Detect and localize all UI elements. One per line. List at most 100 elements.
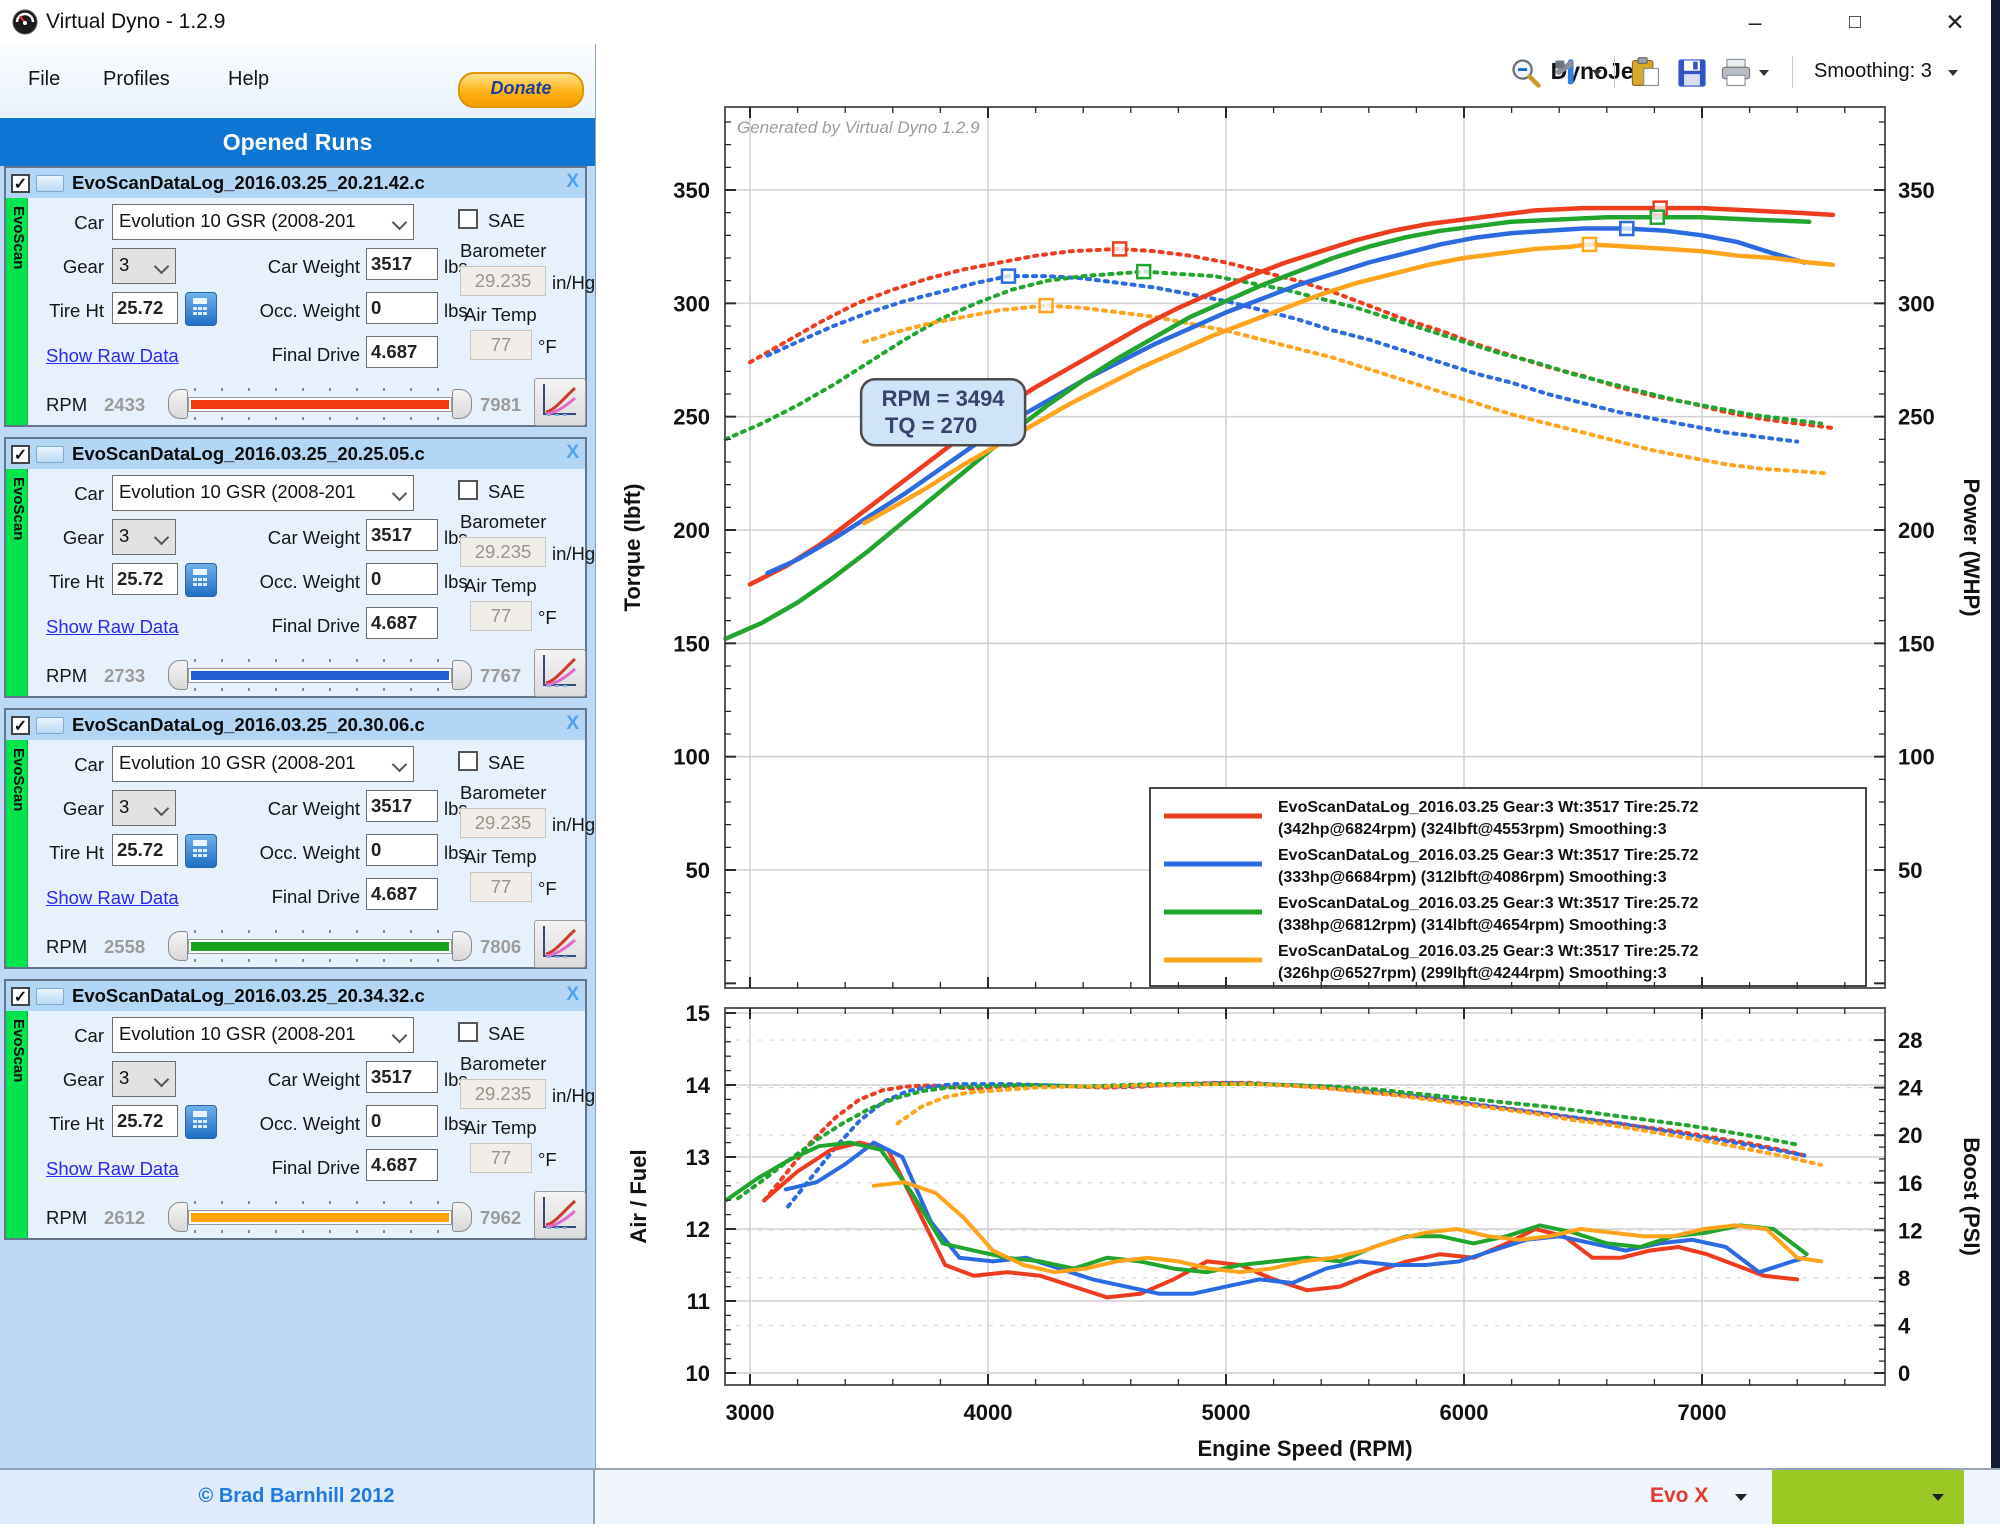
run-enabled-checkbox[interactable]: ✓: [11, 445, 30, 464]
run-chart-button[interactable]: [534, 378, 586, 426]
tools-dropdown-arrow[interactable]: [1592, 70, 1602, 76]
rpm-max-handle[interactable]: [452, 389, 472, 419]
final-drive-input[interactable]: [366, 607, 438, 639]
car-weight-input[interactable]: [366, 1061, 438, 1093]
barometer-input: [460, 537, 546, 567]
car-profile-select[interactable]: Evo X: [1650, 1484, 1708, 1508]
show-raw-data-link[interactable]: Show Raw Data: [46, 345, 179, 367]
rpm-range-bar: [191, 1213, 449, 1222]
zoom-out-icon[interactable]: [1508, 56, 1544, 90]
run-chart-button[interactable]: [534, 920, 586, 968]
evoscan-label: EvoScan: [10, 748, 27, 811]
print-icon[interactable]: [1718, 56, 1754, 90]
print-dropdown-arrow[interactable]: [1759, 70, 1769, 76]
tire-calculator-button[interactable]: [185, 292, 217, 326]
final-drive-input[interactable]: [366, 1149, 438, 1181]
tire-height-input[interactable]: [112, 1105, 178, 1137]
run-enabled-checkbox[interactable]: ✓: [11, 174, 30, 193]
save-icon[interactable]: [1674, 56, 1710, 90]
rpm-min-handle[interactable]: [168, 931, 188, 961]
rpm-range-slider[interactable]: [168, 657, 472, 693]
sae-checkbox[interactable]: [458, 1022, 478, 1042]
afr-tick-label: 12: [686, 1217, 710, 1242]
run-chart-button[interactable]: [534, 1191, 586, 1239]
occupant-weight-input[interactable]: [366, 292, 438, 324]
close-run-button[interactable]: X: [566, 984, 579, 1006]
show-raw-data-link[interactable]: Show Raw Data: [46, 616, 179, 638]
paste-icon[interactable]: [1628, 56, 1664, 90]
rpm-max-handle[interactable]: [452, 1202, 472, 1232]
show-raw-data-link[interactable]: Show Raw Data: [46, 887, 179, 909]
tools-icon[interactable]: [1551, 56, 1587, 90]
car-weight-input[interactable]: [366, 248, 438, 280]
run-enabled-checkbox[interactable]: ✓: [11, 987, 30, 1006]
sae-label: SAE: [488, 752, 525, 774]
car-select[interactable]: Evolution 10 GSR (2008-201: [112, 475, 414, 511]
tire-calculator-button[interactable]: [185, 1105, 217, 1139]
minimize-button[interactable]: –: [1733, 4, 1777, 40]
run-title-bar[interactable]: ✓ EvoScanDataLog_2016.03.25_20.34.32.c X: [6, 981, 585, 1011]
close-button[interactable]: ✕: [1933, 4, 1977, 40]
run-panel: ✓ EvoScanDataLog_2016.03.25_20.21.42.c X…: [4, 166, 587, 427]
afr-boost-plot[interactable]: [725, 1008, 1885, 1385]
car-select[interactable]: Evolution 10 GSR (2008-201: [112, 746, 414, 782]
occupant-weight-input[interactable]: [366, 563, 438, 595]
donate-button[interactable]: Donate: [458, 72, 584, 108]
gear-select[interactable]: 3: [112, 1061, 176, 1097]
sae-checkbox[interactable]: [458, 751, 478, 771]
rpm-range-slider[interactable]: [168, 928, 472, 964]
car-select[interactable]: Evolution 10 GSR (2008-201: [112, 204, 414, 240]
occupant-weight-input[interactable]: [366, 834, 438, 866]
run-title: EvoScanDataLog_2016.03.25_20.30.06.c: [72, 714, 572, 736]
rpm-range-slider[interactable]: [168, 386, 472, 422]
gear-label: Gear: [28, 1069, 104, 1091]
final-drive-input[interactable]: [366, 878, 438, 910]
car-weight-input[interactable]: [366, 790, 438, 822]
menu-file[interactable]: File: [28, 68, 60, 91]
menu-profiles[interactable]: Profiles: [103, 68, 170, 91]
tire-height-input[interactable]: [112, 563, 178, 595]
car-weight-input[interactable]: [366, 519, 438, 551]
tire-calculator-button[interactable]: [185, 563, 217, 597]
car-select[interactable]: Evolution 10 GSR (2008-201: [112, 1017, 414, 1053]
show-raw-data-link[interactable]: Show Raw Data: [46, 1158, 179, 1180]
maximize-button[interactable]: □: [1833, 4, 1877, 40]
gear-select[interactable]: 3: [112, 790, 176, 826]
gear-select[interactable]: 3: [112, 519, 176, 555]
tire-height-input[interactable]: [112, 292, 178, 324]
legend-line1: EvoScanDataLog_2016.03.25 Gear:3 Wt:3517…: [1278, 799, 1698, 816]
close-run-button[interactable]: X: [566, 442, 579, 464]
version-badge[interactable]: Version: 1.2.9: [1772, 1470, 1964, 1524]
torque-axis-title: Torque (lbft): [620, 484, 645, 612]
smoothing-select[interactable]: Smoothing: 3: [1814, 60, 1932, 83]
rpm-max-handle[interactable]: [452, 660, 472, 690]
car-profile-dropdown-arrow[interactable]: [1735, 1494, 1747, 1501]
sae-checkbox[interactable]: [458, 209, 478, 229]
afr-boost-chart: 1011121314150481216202428300040005000600…: [626, 1001, 1984, 1461]
occupant-weight-input[interactable]: [366, 1105, 438, 1137]
rpm-min-handle[interactable]: [168, 660, 188, 690]
chevron-down-icon: [392, 215, 408, 231]
rpm-range-slider[interactable]: [168, 1199, 472, 1235]
run-enabled-checkbox[interactable]: ✓: [11, 716, 30, 735]
y-tick-label: 150: [673, 631, 710, 656]
smoothing-dropdown-arrow[interactable]: [1948, 70, 1958, 76]
close-run-button[interactable]: X: [566, 713, 579, 735]
chevron-down-icon: [154, 259, 170, 275]
tire-height-input[interactable]: [112, 834, 178, 866]
run-title-bar[interactable]: ✓ EvoScanDataLog_2016.03.25_20.21.42.c X: [6, 168, 585, 198]
rpm-min-handle[interactable]: [168, 389, 188, 419]
version-dropdown-arrow[interactable]: [1932, 1494, 1944, 1501]
gear-select[interactable]: 3: [112, 248, 176, 284]
close-run-button[interactable]: X: [566, 171, 579, 193]
y-tick-label: 50: [686, 858, 710, 883]
rpm-min-handle[interactable]: [168, 1202, 188, 1232]
tire-calculator-button[interactable]: [185, 834, 217, 868]
run-title-bar[interactable]: ✓ EvoScanDataLog_2016.03.25_20.25.05.c X: [6, 439, 585, 469]
menu-help[interactable]: Help: [228, 68, 269, 91]
run-title-bar[interactable]: ✓ EvoScanDataLog_2016.03.25_20.30.06.c X: [6, 710, 585, 740]
run-chart-button[interactable]: [534, 649, 586, 697]
rpm-max-handle[interactable]: [452, 931, 472, 961]
final-drive-input[interactable]: [366, 336, 438, 368]
sae-checkbox[interactable]: [458, 480, 478, 500]
